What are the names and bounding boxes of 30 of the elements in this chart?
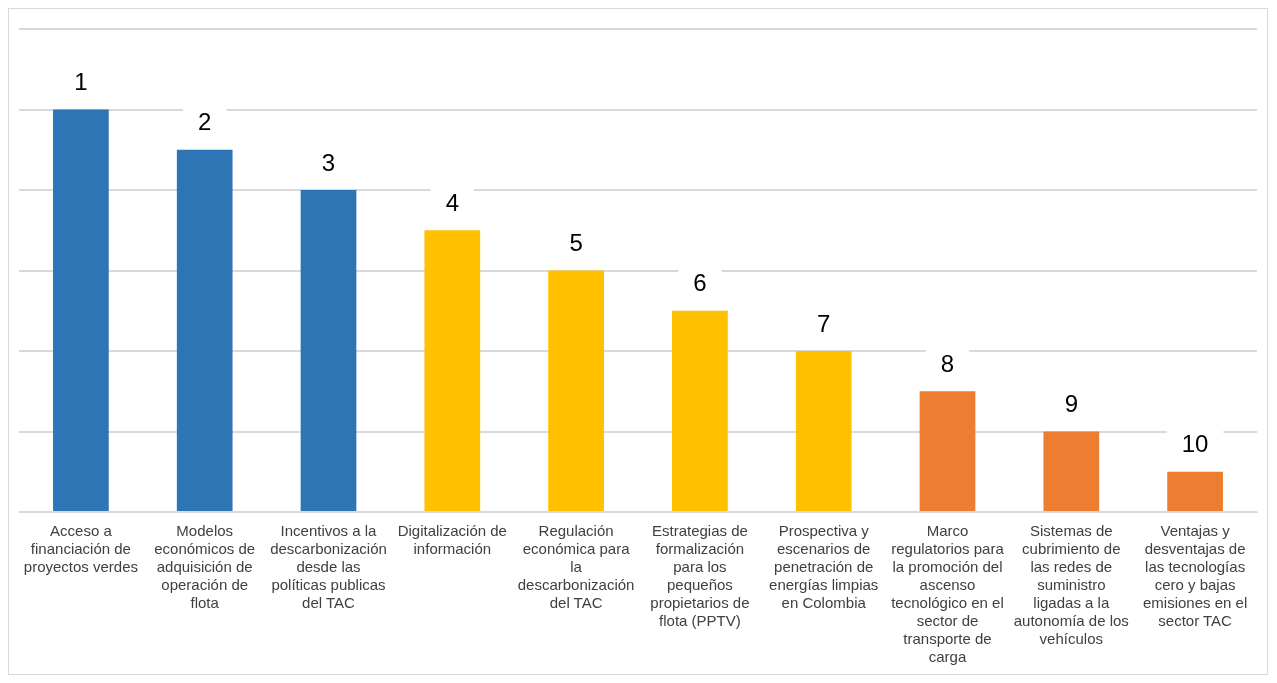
annotation: 9 xyxy=(1064,390,1078,418)
annotation: 5 xyxy=(569,229,583,257)
x-tick-label: Modelos económicos de adquisición de operación de flota xyxy=(154,522,256,612)
x-tick-label: Regulación económica para la descarbonización del TAC xyxy=(517,522,635,612)
x-tick-label: Marco regulatorios para la promoción del ascenso tecnológico en el sector de transporte de carga xyxy=(891,522,1005,666)
annotation: 4 xyxy=(445,188,459,216)
bar xyxy=(53,109,109,511)
bar xyxy=(1043,431,1100,511)
x-tick-label: Incentivos a la descarbonización desde las políticas publicas del TAC xyxy=(270,522,387,612)
annotation: 7 xyxy=(817,309,831,337)
bar xyxy=(424,230,481,511)
annotation: 2 xyxy=(198,108,212,136)
x-tick-label: Estrategias de formalización para los pequeños propietarios de flota (PPTV) xyxy=(650,522,750,630)
bar xyxy=(672,310,728,511)
x-tick-label: Ventajas y desventajas de las tecnologías cero y bajas emisiones en el sector TAC xyxy=(1142,522,1248,630)
x-tick-label: Sistemas de cubrimiento de las redes de suministro ligadas a la autonomía de los vehículos xyxy=(1013,522,1129,648)
bar xyxy=(919,391,976,511)
bar xyxy=(176,149,233,511)
bar xyxy=(548,270,604,511)
annotation: 8 xyxy=(940,349,955,377)
text: 1 xyxy=(74,68,88,96)
annotation: 3 xyxy=(321,148,336,176)
x-tick-label: Prospectiva y escenarios de penetración de energías limpias en Colombia xyxy=(769,522,879,612)
annotation: 6 xyxy=(693,269,707,297)
x-tick-label: Acceso a financiación de proyectos verdes xyxy=(23,522,139,576)
annotation: 10 xyxy=(1181,430,1209,458)
bar xyxy=(795,351,852,511)
bar xyxy=(1167,471,1223,511)
bar xyxy=(300,190,357,511)
x-tick-label: Digitalización de información xyxy=(397,522,507,558)
